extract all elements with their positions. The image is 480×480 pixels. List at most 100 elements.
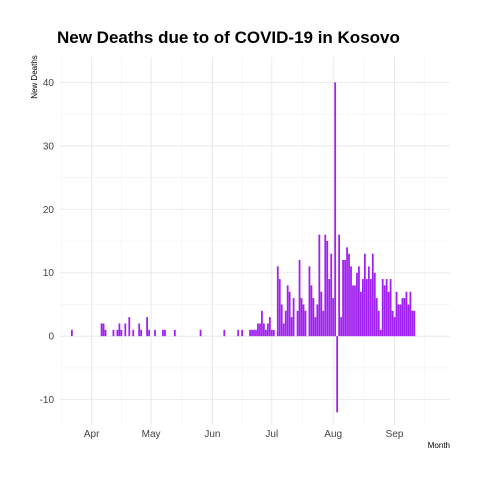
bar <box>354 285 356 337</box>
y-tick-label: 30 <box>43 141 55 152</box>
bar <box>409 291 412 337</box>
bar <box>124 323 127 337</box>
y-tick-label: -10 <box>40 395 55 406</box>
bar <box>300 298 303 337</box>
bar <box>104 329 107 337</box>
bar <box>223 329 226 337</box>
bar <box>371 253 374 337</box>
bar <box>350 266 352 337</box>
y-tick-label: 0 <box>48 332 54 343</box>
x-tick-label: Apr <box>84 429 100 440</box>
bar <box>148 329 150 337</box>
x-axis-label: Month <box>428 441 450 450</box>
bar <box>255 329 257 337</box>
bar <box>132 329 135 337</box>
bar <box>356 272 358 337</box>
bar <box>292 298 295 337</box>
x-tick-label: Jun <box>204 429 220 440</box>
bar <box>381 279 384 337</box>
bar <box>282 323 285 337</box>
bar <box>140 329 143 337</box>
bar <box>407 304 410 337</box>
bar <box>362 279 364 337</box>
bar <box>340 317 343 337</box>
bar <box>199 329 202 337</box>
bar <box>375 298 378 337</box>
bar <box>397 304 400 337</box>
bar <box>367 266 370 337</box>
bar <box>316 304 319 337</box>
x-tick-label: Sep <box>386 429 404 440</box>
bar <box>164 329 166 337</box>
bar <box>377 310 380 337</box>
bar <box>286 285 289 337</box>
bar <box>70 329 73 337</box>
bar <box>395 291 398 337</box>
bar <box>389 279 392 337</box>
bar <box>405 291 408 337</box>
x-tick-label: Jul <box>265 429 278 440</box>
bar <box>342 260 344 337</box>
bar <box>284 310 287 337</box>
bar <box>276 266 279 337</box>
bar <box>278 279 281 337</box>
x-tick-label: May <box>142 429 161 440</box>
y-axis-label: New Deaths <box>30 55 39 99</box>
bar <box>263 323 265 337</box>
bar <box>326 241 329 337</box>
bar <box>268 317 271 337</box>
bar <box>401 298 404 337</box>
bar <box>411 310 414 337</box>
grid-lines <box>60 57 450 425</box>
y-tick-label: 20 <box>43 205 55 216</box>
bar <box>379 329 382 337</box>
bar <box>387 291 390 337</box>
bar <box>308 266 311 337</box>
y-tick-label: 10 <box>43 268 55 279</box>
bar <box>118 323 121 337</box>
bar <box>328 279 331 337</box>
bar <box>257 323 259 337</box>
bar <box>298 260 301 337</box>
bar-series <box>70 82 416 413</box>
bar <box>334 82 337 337</box>
y-tick-labels: -10 0 10 20 30 40 <box>40 78 55 406</box>
bar <box>304 310 307 337</box>
bar <box>312 298 315 337</box>
bar <box>324 234 327 337</box>
bar <box>112 329 115 337</box>
bar <box>393 317 396 337</box>
bar <box>259 323 261 337</box>
chart-title: New Deaths due to of COVID-19 in Kosovo <box>57 28 400 47</box>
bar <box>346 247 348 337</box>
bar <box>403 298 406 337</box>
bar <box>330 253 333 337</box>
bar <box>336 336 339 413</box>
x-tick-label: Aug <box>324 429 342 440</box>
bar <box>272 329 275 337</box>
bar <box>385 279 388 337</box>
bar <box>146 317 148 337</box>
bar <box>100 323 103 337</box>
bar <box>102 323 105 337</box>
bar <box>399 304 402 337</box>
bar <box>138 323 141 337</box>
bar <box>120 329 123 337</box>
bar <box>322 310 325 337</box>
bar <box>154 329 156 337</box>
bar <box>280 304 283 337</box>
bar <box>413 310 416 337</box>
bar <box>128 317 131 337</box>
bar <box>363 253 366 337</box>
bar <box>266 323 269 337</box>
bar <box>338 234 341 337</box>
bar <box>332 298 335 337</box>
bar <box>365 279 368 337</box>
bar <box>310 285 313 337</box>
bar <box>352 285 354 337</box>
bar <box>344 260 346 337</box>
bar <box>296 310 299 337</box>
bar <box>373 272 376 337</box>
bar <box>264 329 267 337</box>
